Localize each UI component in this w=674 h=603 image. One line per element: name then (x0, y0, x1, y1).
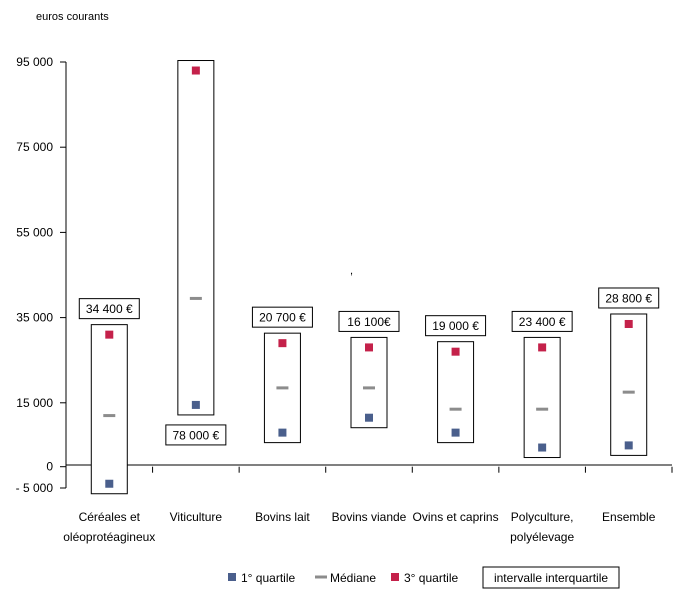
y-tick-label: 35 000 (16, 311, 53, 325)
interval-label: 19 000 € (432, 319, 479, 333)
legend-interval-label: intervalle interquartile (494, 571, 608, 585)
stray-mark: , (350, 265, 353, 277)
interquartile-box (610, 313, 648, 456)
q3-marker (451, 347, 460, 356)
q1-marker (191, 400, 200, 409)
interval-label: 23 400 € (519, 315, 566, 329)
interval-label-box (251, 306, 313, 328)
category-label: Céréales et (79, 510, 141, 524)
y-tick-label: 95 000 (16, 55, 53, 69)
median-marker (103, 414, 116, 418)
median-marker (276, 386, 289, 390)
q3-marker (105, 330, 114, 339)
q1-marker (278, 428, 287, 437)
category-label: Ensemble (602, 510, 656, 524)
category-label: Bovins viande (332, 510, 407, 524)
interquartile-box (90, 324, 128, 495)
boxes: 34 400 € 78 000 € 20 700 € 16 100€ 19 000 € 2… (78, 60, 660, 495)
legend-q1-swatch (228, 573, 236, 581)
q1-marker (624, 441, 633, 450)
interval-label-box (78, 298, 140, 320)
legend-q3-swatch (391, 573, 399, 581)
q1-marker (105, 479, 114, 488)
legend-q3-label: 3° quartile (404, 571, 458, 585)
q1-marker (451, 428, 460, 437)
q3-marker (278, 339, 287, 348)
y-tick-label: 0 (46, 460, 53, 474)
median-marker (449, 407, 462, 411)
median-marker (536, 407, 549, 411)
q1-marker (538, 443, 547, 452)
y-tick-label: - 5 000 (16, 481, 54, 495)
category-label: Viticulture (170, 510, 223, 524)
legend-median-label: Médiane (330, 571, 376, 585)
interval-label: 34 400 € (86, 302, 133, 316)
y-axis-ticks: - 5 000 0 15 000 35 000 55 000 75 000 95 000 (16, 55, 66, 495)
category-label: Ovins et caprins (413, 510, 499, 524)
category-label: Bovins lait (255, 510, 310, 524)
y-tick-label: 15 000 (16, 396, 53, 410)
interval-label-box (165, 424, 227, 446)
legend: 1° quartile Médiane 3° quartile intervalle … (228, 566, 620, 589)
q3-marker (538, 343, 547, 352)
x-axis-labels: Céréales et oléoprotéagineux Viticulture Bo… (63, 510, 655, 544)
interval-label: 20 700 € (259, 311, 306, 325)
interquartile-box (437, 341, 475, 444)
median-marker (622, 390, 635, 394)
interval-label: 16 100€ (347, 315, 391, 329)
q1-marker (365, 413, 373, 422)
interval-label-box (598, 287, 660, 309)
interquartile-box (177, 60, 215, 416)
interval-label: 78 000 € (172, 428, 219, 442)
category-label: oléoprotéagineux (63, 530, 155, 544)
median-marker (363, 386, 375, 390)
category-label: Polyculture, (511, 510, 574, 524)
legend-interval-swatch (482, 566, 620, 589)
interval-label-box (338, 310, 400, 332)
unit-label: euros courants (36, 11, 109, 23)
median-marker (189, 296, 202, 300)
interquartile-box (523, 336, 561, 459)
interval-label-box (425, 315, 487, 337)
category-label: polyélevage (510, 530, 574, 544)
x-axis-ticks (65, 466, 673, 473)
interval-label: 28 800 € (605, 291, 652, 305)
legend-median-swatch (315, 575, 327, 579)
y-tick-label: 75 000 (16, 140, 53, 154)
interval-label-box (511, 310, 573, 332)
q3-marker (624, 319, 633, 328)
interquartile-box (350, 336, 388, 429)
legend-q1-label: 1° quartile (241, 571, 295, 585)
q3-marker (365, 343, 373, 352)
y-tick-label: 55 000 (16, 225, 53, 239)
q3-marker (191, 66, 200, 75)
